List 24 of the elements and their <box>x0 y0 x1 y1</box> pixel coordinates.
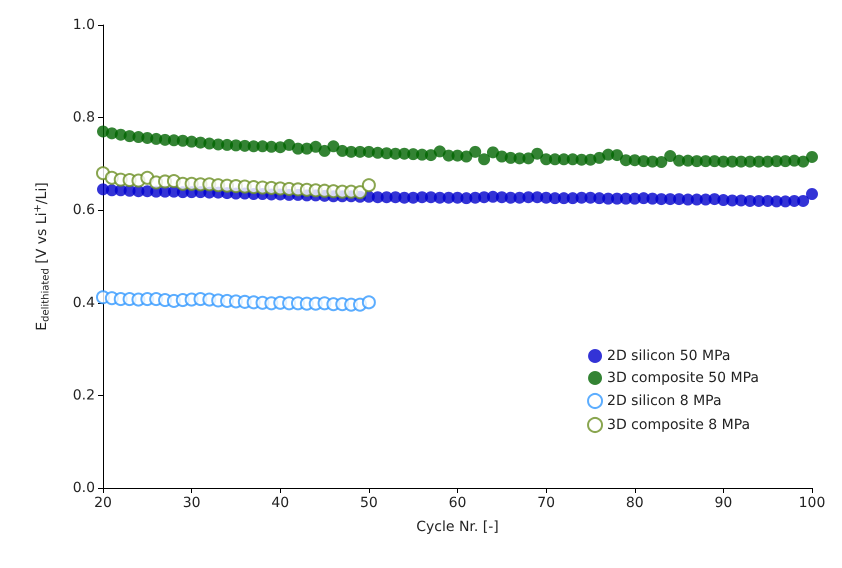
x-tick-label: 60 <box>448 495 466 511</box>
y-axis-title: Edelithiated [V vs Li+/Li] <box>32 182 52 331</box>
point <box>362 178 376 192</box>
x-tick-label: 90 <box>714 495 732 511</box>
point <box>353 185 368 200</box>
x-tick-label: 30 <box>182 495 201 511</box>
point <box>362 295 376 310</box>
y-tick-label: 0.6 <box>72 202 96 218</box>
x-tick-label: 50 <box>360 495 378 511</box>
legend-label: 3D composite 50 MPa <box>607 370 760 386</box>
x-tick-label: 40 <box>271 495 290 511</box>
y-tick-label: 1.0 <box>72 17 95 33</box>
legend-label: 3D composite 8 MPa <box>607 417 750 433</box>
y-tick-label: 0.8 <box>72 110 95 126</box>
y-tick-label: 0.0 <box>72 480 95 496</box>
y-tick-label: 0.2 <box>72 387 95 404</box>
x-tick-label: 80 <box>626 495 644 511</box>
legend-label: 2D silicon 8 MPa <box>607 393 722 409</box>
x-tick-label: 100 <box>798 495 826 511</box>
legend-label: 2D silicon 50 MPa <box>607 348 730 364</box>
x-axis-title: Cycle Nr. [-] <box>416 519 499 535</box>
x-tick-label: 70 <box>537 495 556 511</box>
x-tick-label: 20 <box>94 495 112 511</box>
y-tick-label: 0.4 <box>72 294 96 311</box>
